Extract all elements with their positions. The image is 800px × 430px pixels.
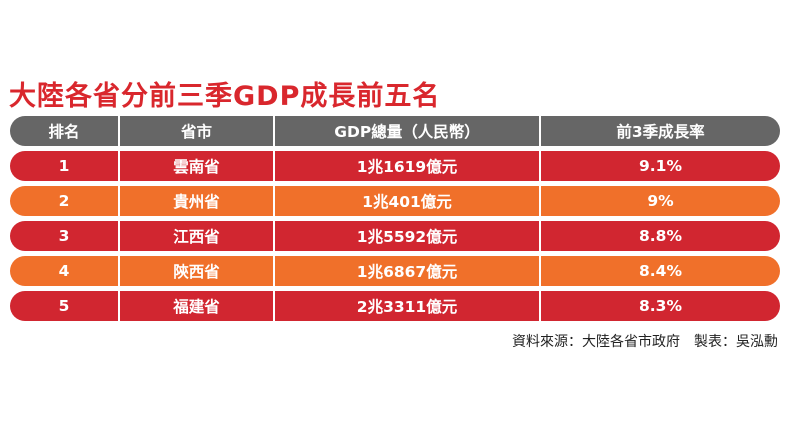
province-cell: 貴州省 bbox=[118, 186, 273, 216]
gdp-cell: 1兆1619億元 bbox=[273, 151, 539, 181]
rank-cell: 3 bbox=[58, 227, 70, 245]
header-province: 省市 bbox=[118, 116, 273, 146]
growth-cell: 9.1% bbox=[539, 151, 780, 181]
province-cell: 陝西省 bbox=[118, 256, 273, 286]
gdp-cell: 1兆401億元 bbox=[273, 186, 539, 216]
growth-cell: 8.4% bbox=[539, 256, 780, 286]
table-row: 3 江西省 1兆5592億元 8.8% bbox=[10, 221, 780, 251]
table-row: 2 貴州省 1兆401億元 9% bbox=[10, 186, 780, 216]
growth-cell: 9% bbox=[539, 186, 780, 216]
gdp-cell: 1兆6867億元 bbox=[273, 256, 539, 286]
province-cell: 江西省 bbox=[118, 221, 273, 251]
header-gdp: GDP總量（人民幣） bbox=[273, 116, 539, 146]
source-credit: 資料來源：大陸各省市政府 製表：吳泓勳 bbox=[512, 334, 778, 350]
table-header-row: 排名 省市 GDP總量（人民幣） 前3季成長率 bbox=[10, 116, 780, 146]
table-row: 4 陝西省 1兆6867億元 8.4% bbox=[10, 256, 780, 286]
header-growth: 前3季成長率 bbox=[539, 116, 780, 146]
rank-cell: 2 bbox=[58, 192, 70, 210]
growth-cell: 8.8% bbox=[539, 221, 780, 251]
province-cell: 雲南省 bbox=[118, 151, 273, 181]
gdp-cell: 2兆3311億元 bbox=[273, 291, 539, 321]
table-row: 1 雲南省 1兆1619億元 9.1% bbox=[10, 151, 780, 181]
rank-cell: 5 bbox=[58, 297, 70, 315]
page-title: 大陸各省分前三季GDP成長前五名 bbox=[9, 81, 441, 112]
growth-cell: 8.3% bbox=[539, 291, 780, 321]
rank-cell: 1 bbox=[58, 157, 70, 175]
province-cell: 福建省 bbox=[118, 291, 273, 321]
header-rank: 排名 bbox=[48, 123, 80, 141]
rank-cell: 4 bbox=[58, 262, 70, 280]
table-row: 5 福建省 2兆3311億元 8.3% bbox=[10, 291, 780, 321]
gdp-cell: 1兆5592億元 bbox=[273, 221, 539, 251]
